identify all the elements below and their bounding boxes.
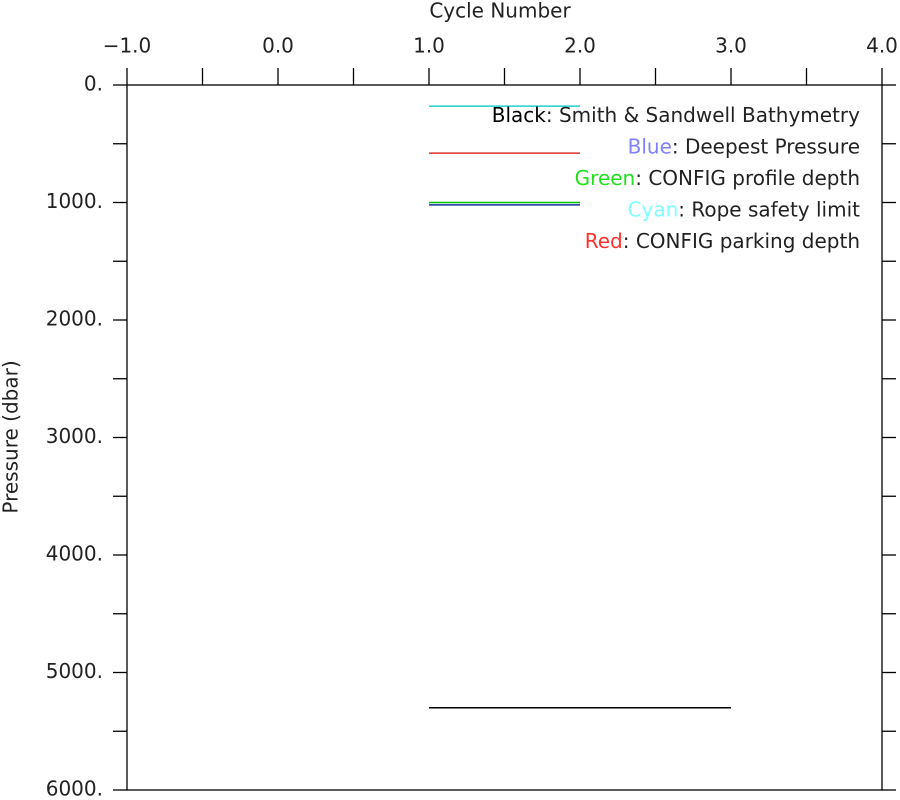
legend-text: : Deepest Pressure bbox=[672, 134, 860, 158]
legend-entry: Black: Smith & Sandwell Bathymetry bbox=[492, 103, 860, 127]
y-tick-label: 5000. bbox=[46, 659, 103, 683]
legend-text: : Smith & Sandwell Bathymetry bbox=[546, 103, 860, 127]
legend-key: Red bbox=[585, 229, 623, 253]
x-tick-label: 3.0 bbox=[715, 34, 747, 58]
legend-text: : CONFIG parking depth bbox=[623, 229, 860, 253]
x-tick-label: 1.0 bbox=[413, 34, 445, 58]
legend-key: Cyan bbox=[628, 197, 679, 221]
x-tick-label: 2.0 bbox=[564, 34, 596, 58]
y-tick-label: 3000. bbox=[46, 424, 103, 448]
x-tick-label: 0.0 bbox=[262, 34, 294, 58]
y-tick-label: 0. bbox=[84, 72, 103, 96]
legend-entry: Red: CONFIG parking depth bbox=[585, 229, 860, 253]
y-tick-label: 1000. bbox=[46, 189, 103, 213]
legend-key: Green bbox=[575, 166, 636, 190]
x-tick-label: 4.0 bbox=[866, 34, 898, 58]
legend-text: : CONFIG profile depth bbox=[635, 166, 860, 190]
x-tick-label: −1.0 bbox=[103, 34, 152, 58]
plot-frame bbox=[126, 84, 883, 791]
legend-entry: Green: CONFIG profile depth bbox=[575, 166, 860, 190]
y-axis-title: Pressure (dbar) bbox=[0, 360, 23, 513]
legend-key: Black bbox=[492, 103, 547, 127]
legend-key: Blue bbox=[628, 134, 672, 158]
y-tick-label: 2000. bbox=[46, 307, 103, 331]
legend-text: : Rope safety limit bbox=[678, 197, 860, 221]
y-tick-label: 6000. bbox=[46, 777, 103, 800]
legend-entry: Cyan: Rope safety limit bbox=[628, 197, 861, 221]
legend-entry: Blue: Deepest Pressure bbox=[628, 134, 860, 158]
x-axis-title: Cycle Number bbox=[429, 0, 571, 23]
y-tick-label: 4000. bbox=[46, 542, 103, 566]
